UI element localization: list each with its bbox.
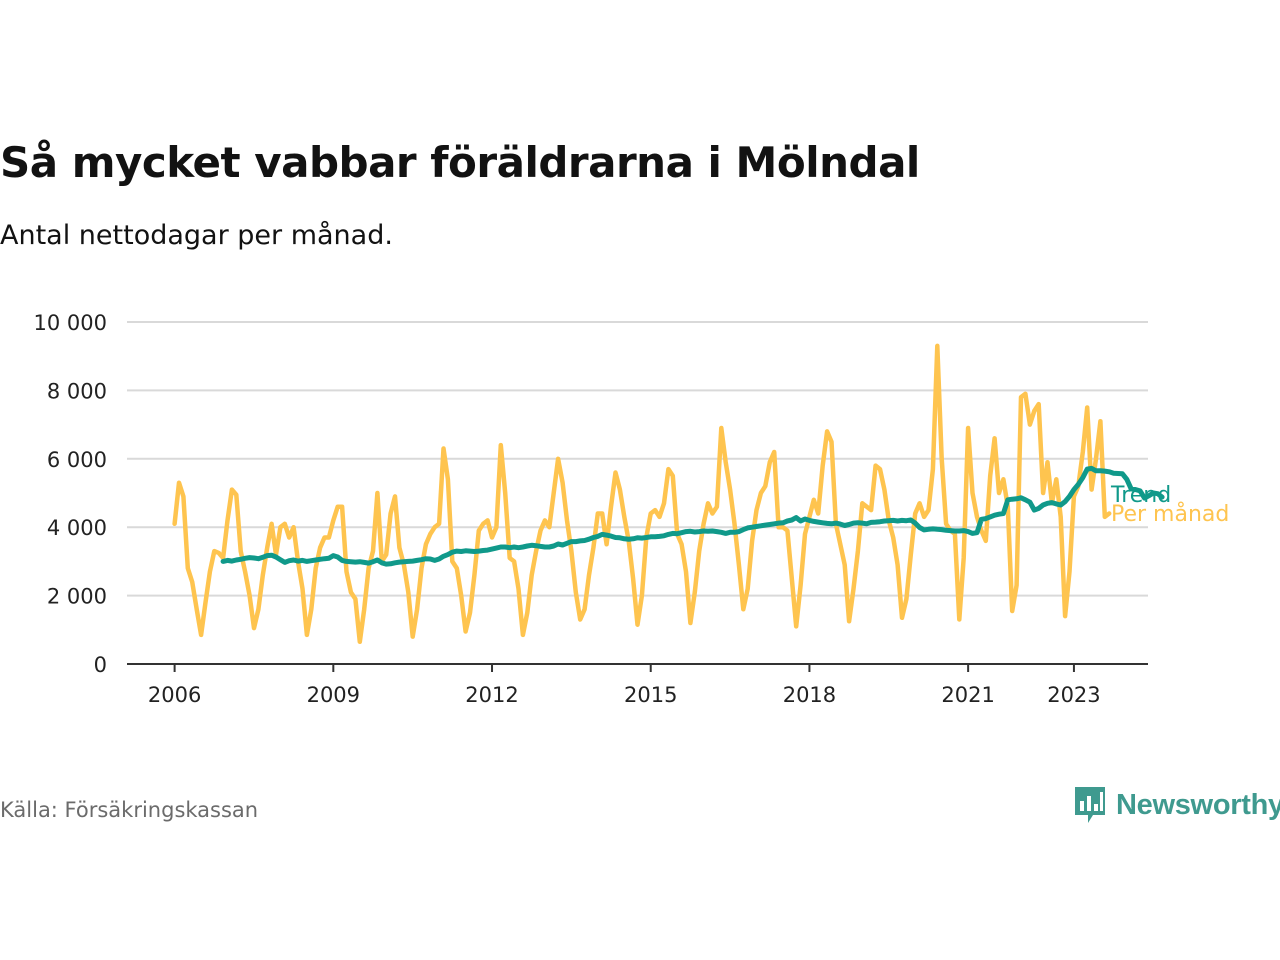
y-axis-tick-labels: 0 2 000 4 000 6 000 8 000 10 000 [34, 311, 107, 677]
x-tick-label: 2006 [148, 683, 201, 707]
brand-name: Newsworthy [1116, 788, 1280, 821]
line-chart: 0 2 000 4 000 6 000 8 000 10 000 2006 2009 2012… [34, 311, 1230, 707]
y-tick-label: 0 [94, 653, 107, 677]
series-lines [172, 343, 1165, 645]
x-tick-label: 2021 [941, 683, 994, 707]
monthly-series-label: Per månad [1111, 501, 1229, 527]
trend-series-label: Trend [1110, 483, 1171, 508]
y-tick-label: 2 000 [47, 585, 107, 609]
y-tick-label: 8 000 [47, 379, 107, 403]
trend-line [220, 465, 1165, 567]
chart-title: Så mycket vabbar föräldrarna i Mölndal [0, 138, 920, 187]
source-note: Källa: Försäkringskassan [0, 798, 259, 822]
x-tick-label: 2015 [624, 683, 677, 707]
y-tick-label: 6 000 [47, 448, 107, 472]
y-tick-label: 10 000 [34, 311, 107, 335]
newsworthy-bar-chart-icon [1075, 787, 1105, 823]
x-tick-label: 2018 [783, 683, 836, 707]
gridlines [127, 321, 1148, 665]
chart-subtitle: Antal nettodagar per månad. [0, 220, 393, 251]
x-tick-label: 2023 [1047, 683, 1100, 707]
y-tick-label: 4 000 [47, 516, 107, 540]
x-tick-label: 2009 [307, 683, 360, 707]
x-axis-tick-labels: 2006 2009 2012 2015 2018 2021 2023 [148, 664, 1101, 707]
newsworthy-logo: Newsworthy [1073, 785, 1280, 825]
x-tick-label: 2012 [465, 683, 518, 707]
